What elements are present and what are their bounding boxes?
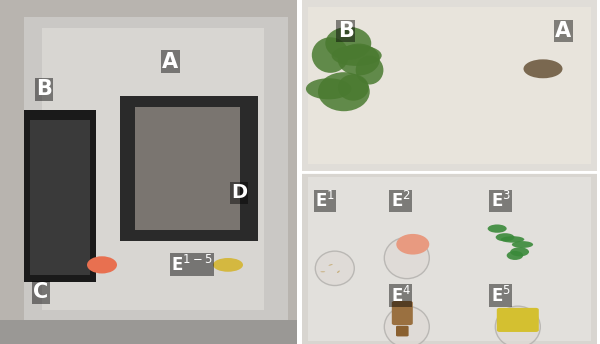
- Text: C: C: [33, 282, 48, 302]
- FancyBboxPatch shape: [30, 120, 90, 275]
- Ellipse shape: [306, 78, 352, 99]
- FancyBboxPatch shape: [302, 173, 597, 344]
- FancyBboxPatch shape: [24, 110, 96, 282]
- Ellipse shape: [338, 74, 369, 101]
- Ellipse shape: [384, 237, 430, 279]
- FancyBboxPatch shape: [135, 107, 240, 230]
- Text: B: B: [36, 79, 52, 99]
- Ellipse shape: [318, 72, 370, 111]
- Text: A: A: [555, 21, 571, 41]
- Ellipse shape: [87, 256, 117, 273]
- Text: A: A: [162, 52, 178, 72]
- Text: D: D: [231, 183, 247, 202]
- Text: E$^{4}$: E$^{4}$: [391, 286, 411, 306]
- Ellipse shape: [488, 225, 506, 233]
- Ellipse shape: [213, 258, 243, 272]
- Ellipse shape: [328, 264, 333, 266]
- Ellipse shape: [312, 37, 349, 73]
- FancyBboxPatch shape: [308, 7, 591, 164]
- Ellipse shape: [506, 251, 523, 260]
- FancyBboxPatch shape: [0, 320, 297, 344]
- Text: B: B: [338, 21, 353, 41]
- Ellipse shape: [337, 270, 340, 273]
- Ellipse shape: [356, 56, 383, 85]
- Text: E$^{1-5}$: E$^{1-5}$: [171, 255, 212, 275]
- Text: E$^{2}$: E$^{2}$: [391, 191, 410, 211]
- Ellipse shape: [316, 251, 354, 286]
- FancyBboxPatch shape: [308, 177, 591, 341]
- FancyBboxPatch shape: [497, 308, 539, 332]
- FancyBboxPatch shape: [396, 326, 409, 336]
- Ellipse shape: [512, 241, 533, 248]
- Ellipse shape: [496, 306, 540, 344]
- Text: E$^{5}$: E$^{5}$: [491, 286, 511, 306]
- Ellipse shape: [510, 247, 529, 256]
- Ellipse shape: [332, 45, 382, 66]
- Ellipse shape: [501, 236, 524, 243]
- Ellipse shape: [338, 44, 380, 75]
- Ellipse shape: [523, 60, 563, 78]
- FancyBboxPatch shape: [24, 17, 288, 320]
- Ellipse shape: [320, 271, 325, 272]
- Ellipse shape: [325, 27, 371, 60]
- FancyBboxPatch shape: [42, 28, 264, 310]
- Ellipse shape: [496, 233, 514, 241]
- Text: E$^{1}$: E$^{1}$: [315, 191, 335, 211]
- FancyBboxPatch shape: [120, 96, 258, 241]
- FancyBboxPatch shape: [392, 301, 413, 325]
- Ellipse shape: [384, 306, 430, 344]
- FancyBboxPatch shape: [302, 0, 597, 171]
- Ellipse shape: [396, 234, 430, 255]
- Text: E$^{3}$: E$^{3}$: [491, 191, 511, 211]
- FancyBboxPatch shape: [0, 0, 297, 344]
